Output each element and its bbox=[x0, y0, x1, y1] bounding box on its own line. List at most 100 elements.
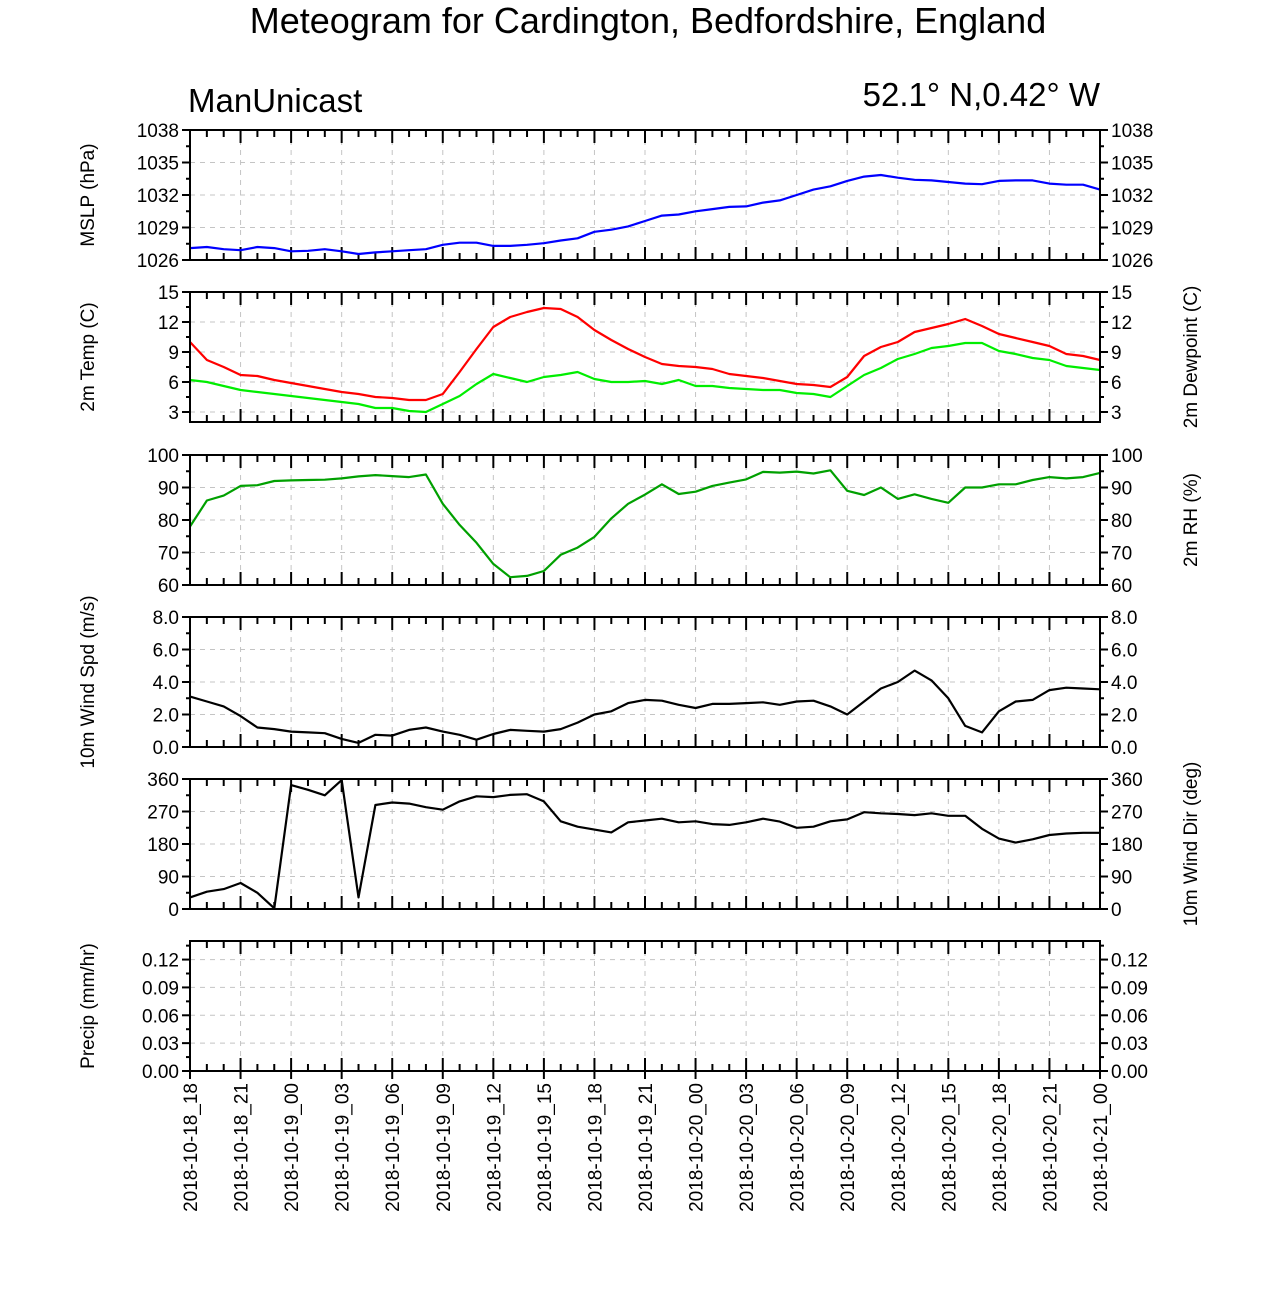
y-axis-label-left: 2m Temp (C) bbox=[78, 302, 99, 411]
y-axis-label-right: 2m RH (%) bbox=[1181, 473, 1202, 567]
y-tick-label-right: 70 bbox=[1111, 544, 1132, 565]
y-tick-label-left: 1026 bbox=[137, 251, 179, 272]
panel-frame bbox=[189, 940, 1101, 1072]
y-tick-label-right: 90 bbox=[1111, 479, 1132, 500]
y-tick-label-right: 180 bbox=[1111, 835, 1143, 856]
y-tick-label-left: 100 bbox=[147, 446, 179, 467]
x-tick-label: 2018-10-19_18 bbox=[585, 1083, 606, 1212]
y-tick-label-right: 60 bbox=[1111, 576, 1132, 597]
y-tick-label-left: 360 bbox=[147, 770, 179, 791]
x-tick-label: 2018-10-20_06 bbox=[788, 1083, 809, 1212]
x-tick-label: 2018-10-19_06 bbox=[383, 1083, 404, 1212]
panel-3: 60 60 70 70 80 80 90 90 100 100 2m RH (%) bbox=[147, 446, 1202, 597]
y-tick-label-right: 80 bbox=[1111, 511, 1132, 532]
y-axis-label-left: MSLP (hPa) bbox=[78, 143, 99, 246]
y-tick-label-right: 90 bbox=[1111, 868, 1132, 889]
x-tick-label: 2018-10-20_12 bbox=[889, 1083, 910, 1212]
y-tick-label-left: 0 bbox=[168, 900, 179, 921]
x-tick-label: 2018-10-21_00 bbox=[1091, 1083, 1112, 1212]
y-tick-label-right: 360 bbox=[1111, 770, 1143, 791]
panel-frame bbox=[189, 454, 1101, 586]
y-tick-label-left: 1035 bbox=[137, 154, 179, 175]
x-tick-label: 2018-10-20_21 bbox=[1040, 1083, 1061, 1212]
y-tick-label-left: 60 bbox=[158, 576, 179, 597]
x-axis-labels: 2018-10-18_18 2018-10-18_21 2018-10-19_00 2… bbox=[181, 1083, 1112, 1212]
model-name: ManUnicast bbox=[188, 82, 362, 119]
y-tick-label-right: 8.0 bbox=[1111, 608, 1137, 629]
y-tick-label-right: 9 bbox=[1111, 343, 1122, 364]
series-line-1 bbox=[189, 669, 1101, 745]
y-tick-label-right: 1035 bbox=[1111, 154, 1153, 175]
y-tick-label-right: 0 bbox=[1111, 900, 1122, 921]
y-tick-label-right: 6.0 bbox=[1111, 641, 1137, 662]
y-tick-label-left: 90 bbox=[158, 479, 179, 500]
y-tick-label-left: 270 bbox=[147, 803, 179, 824]
series-line-1 bbox=[189, 173, 1101, 256]
y-tick-label-left: 0.06 bbox=[142, 1006, 179, 1027]
y-tick-label-left: 0.09 bbox=[142, 978, 179, 999]
x-tick-label: 2018-10-19_09 bbox=[434, 1083, 455, 1212]
panel-frame bbox=[189, 778, 1101, 910]
station-coordinates: 52.1° N,0.42° W bbox=[863, 76, 1101, 113]
y-tick-label-left: 1032 bbox=[137, 186, 179, 207]
panel-frame bbox=[189, 616, 1101, 748]
y-tick-label-left: 0.00 bbox=[142, 1062, 179, 1083]
y-tick-label-left: 2.0 bbox=[153, 706, 179, 727]
panel-6: 0.00 0.00 0.03 0.03 0.06 0.06 0.09 0.09 0.12 0.12… bbox=[78, 940, 1148, 1083]
panel-frame bbox=[189, 129, 1101, 261]
panel-2: 3 3 6 6 9 9 12 12 15 15 2m Temp (C) 2m Dewpoint (C) bbox=[78, 283, 1202, 428]
x-tick-label: 2018-10-20_18 bbox=[990, 1083, 1011, 1212]
y-tick-label-left: 4.0 bbox=[153, 673, 179, 694]
series-line-1 bbox=[189, 778, 1100, 910]
y-tick-label-right: 1038 bbox=[1111, 121, 1153, 142]
y-tick-label-left: 70 bbox=[158, 544, 179, 565]
y-tick-label-right: 100 bbox=[1111, 446, 1143, 467]
y-tick-label-left: 0.12 bbox=[142, 951, 179, 972]
y-tick-label-right: 1026 bbox=[1111, 251, 1153, 272]
y-tick-label-left: 6 bbox=[168, 373, 179, 394]
y-tick-label-right: 6 bbox=[1111, 373, 1122, 394]
y-tick-label-left: 0.03 bbox=[142, 1034, 179, 1055]
panel-frame bbox=[189, 291, 1101, 423]
series-line-1 bbox=[189, 306, 1101, 402]
x-tick-label: 2018-10-19_15 bbox=[535, 1083, 556, 1212]
x-tick-label: 2018-10-20_09 bbox=[838, 1083, 859, 1212]
series-line-2 bbox=[189, 341, 1101, 414]
x-tick-label: 2018-10-19_21 bbox=[636, 1083, 657, 1212]
y-axis-label-left: 10m Wind Spd (m/s) bbox=[78, 595, 99, 768]
x-tick-label: 2018-10-19_03 bbox=[333, 1083, 354, 1212]
y-tick-label-left: 1029 bbox=[137, 219, 179, 240]
y-tick-label-right: 2.0 bbox=[1111, 706, 1137, 727]
chart-title: Meteogram for Cardington, Bedfordshire, … bbox=[250, 0, 1046, 41]
y-axis-label-right: 2m Dewpoint (C) bbox=[1181, 286, 1202, 429]
y-tick-label-right: 4.0 bbox=[1111, 673, 1137, 694]
series-line-1 bbox=[189, 469, 1101, 579]
y-tick-label-right: 0.03 bbox=[1111, 1034, 1148, 1055]
y-tick-label-left: 6.0 bbox=[153, 641, 179, 662]
y-tick-label-left: 8.0 bbox=[153, 608, 179, 629]
x-tick-label: 2018-10-20_15 bbox=[939, 1083, 960, 1212]
y-tick-label-left: 0.0 bbox=[153, 738, 179, 759]
y-tick-label-left: 9 bbox=[168, 343, 179, 364]
y-tick-label-right: 1032 bbox=[1111, 186, 1153, 207]
x-tick-label: 2018-10-18_21 bbox=[232, 1083, 253, 1212]
y-tick-label-right: 3 bbox=[1111, 403, 1122, 424]
y-tick-label-right: 0.0 bbox=[1111, 738, 1137, 759]
x-tick-label: 2018-10-20_00 bbox=[687, 1083, 708, 1212]
y-tick-label-left: 12 bbox=[158, 313, 179, 334]
y-tick-label-left: 80 bbox=[158, 511, 179, 532]
y-tick-label-right: 0.09 bbox=[1111, 978, 1148, 999]
y-tick-label-left: 3 bbox=[168, 403, 179, 424]
y-tick-label-right: 0.12 bbox=[1111, 951, 1148, 972]
y-tick-label-right: 270 bbox=[1111, 803, 1143, 824]
y-tick-label-left: 180 bbox=[147, 835, 179, 856]
y-axis-label-left: Precip (mm/hr) bbox=[78, 943, 99, 1069]
y-tick-label-right: 1029 bbox=[1111, 219, 1153, 240]
x-tick-label: 2018-10-19_00 bbox=[282, 1083, 303, 1212]
y-tick-label-right: 0.06 bbox=[1111, 1006, 1148, 1027]
y-tick-label-right: 12 bbox=[1111, 313, 1132, 334]
x-tick-label: 2018-10-20_03 bbox=[737, 1083, 758, 1212]
panel-1: 1026 1026 1029 1029 1032 1032 1035 1035 1038 1038… bbox=[78, 121, 1153, 272]
y-tick-label-left: 90 bbox=[158, 868, 179, 889]
y-tick-label-left: 1038 bbox=[137, 121, 179, 142]
